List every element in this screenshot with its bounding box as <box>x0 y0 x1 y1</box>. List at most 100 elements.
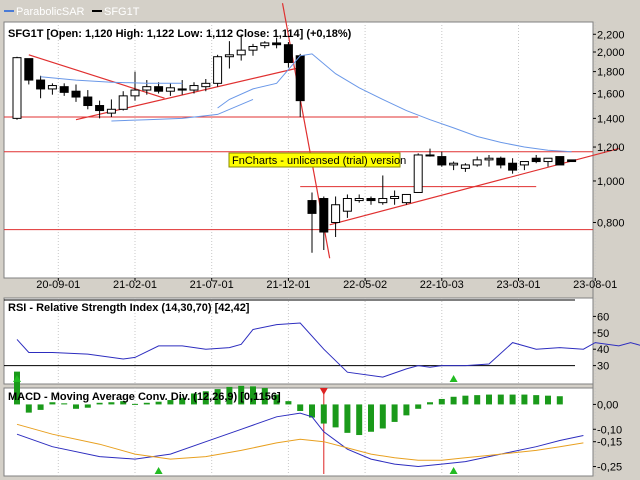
price-y-label-4: 1,600 <box>597 89 625 101</box>
rsi-y-label-1: 40 <box>597 344 609 356</box>
x-tick-label-1: 21-02-01 <box>113 279 157 291</box>
candle-body-1 <box>24 58 34 81</box>
candle-body-15 <box>189 85 199 91</box>
candle-body-43 <box>519 161 529 166</box>
sar-lower-line <box>111 98 254 122</box>
rsi-panel <box>3 297 594 385</box>
macd-marker-2 <box>449 467 458 474</box>
candle-body-33 <box>401 193 411 204</box>
macd-histogram-bar-27 <box>332 404 339 428</box>
macd-histogram-bar-9 <box>120 401 127 405</box>
axes-layer: 20-09-01 21-02-01 21-07-01 21-12-01 22-05-02… <box>36 29 624 473</box>
macd-histogram-bar-1 <box>25 404 32 413</box>
macd-histogram-bar-17 <box>214 389 221 405</box>
macd-histogram-bar-45 <box>545 395 551 405</box>
macd-histogram-bar-34 <box>415 404 422 409</box>
macd-histogram-bar-11 <box>143 402 150 405</box>
macd-histogram-bar-7 <box>96 402 103 405</box>
macd-line-1 <box>16 423 584 461</box>
candle-body-26 <box>319 198 329 233</box>
candle-body-42 <box>508 162 518 171</box>
rsi-line-0 <box>16 322 640 378</box>
macd-histogram-bar-35 <box>427 402 433 405</box>
macd-histogram-bar-28 <box>344 404 351 433</box>
candle-body-40 <box>484 157 494 161</box>
candle-body-24 <box>295 55 305 102</box>
candle-body-25 <box>307 200 317 214</box>
macd-histogram-bar-3 <box>49 402 56 405</box>
macd-histogram-bar-5 <box>73 404 79 409</box>
candle-body-2 <box>36 79 46 90</box>
macd-histogram-bar-31 <box>379 404 386 429</box>
price-y-label-6: 2,000 <box>597 47 625 59</box>
macd-histogram-bar-6 <box>84 404 91 408</box>
candle-body-9 <box>118 95 128 110</box>
candle-body-30 <box>366 198 376 202</box>
candle-body-10 <box>130 89 140 97</box>
macd-histogram-bar-18 <box>226 386 233 405</box>
candle-body-39 <box>472 159 482 166</box>
macd-histogram-bar-38 <box>462 395 469 405</box>
rsi-marker-0 <box>13 375 21 382</box>
rsi-y-label-3: 60 <box>597 311 609 323</box>
candle-body-14 <box>177 88 187 91</box>
macd-histogram-bar-43 <box>521 394 528 405</box>
candle-body-29 <box>354 198 364 202</box>
macd-histogram-bar-44 <box>533 395 540 405</box>
x-tick-label-5: 22-10-03 <box>420 279 464 291</box>
macd-histogram-bar-2 <box>37 404 44 410</box>
macd-histogram-bar-40 <box>486 394 492 405</box>
macd-y-label-1: -0,10 <box>597 424 622 436</box>
candle-body-6 <box>83 96 93 107</box>
x-tick-label-7: 23-08-01 <box>573 279 617 291</box>
candle-body-17 <box>213 56 223 84</box>
x-tick-label-3: 21-12-01 <box>266 279 310 291</box>
watermark-text: FnCharts - unlicensed (trial) version <box>232 155 406 167</box>
candle-body-22 <box>272 42 282 46</box>
candle-body-27 <box>331 204 341 223</box>
legend-label-sar: ParabolicSAR <box>16 6 85 18</box>
macd-histogram-bar-10 <box>132 403 138 405</box>
candle-body-41 <box>496 157 506 166</box>
macd-histogram-bar-37 <box>450 396 457 405</box>
candle-body-47 <box>567 159 577 163</box>
candle-body-32 <box>390 195 400 200</box>
price-y-label-1: 1,000 <box>597 176 625 188</box>
macd-histogram-bar-41 <box>497 394 504 405</box>
macd-y-label-2: -0,15 <box>597 437 622 449</box>
candle-body-31 <box>378 198 388 204</box>
macd-histogram-bar-15 <box>191 393 197 405</box>
macd-y-label-3: -0,25 <box>597 462 622 474</box>
macd-histogram-bar-4 <box>61 403 68 405</box>
price-y-label-5: 1,800 <box>597 67 625 79</box>
macd-histogram-bar-22 <box>273 394 280 405</box>
price-panel-title: SFG1T [Open: 1,120 High: 1,122 Low: 1,11… <box>8 28 352 40</box>
macd-histogram-bar-33 <box>403 404 410 416</box>
candle-body-5 <box>71 90 81 98</box>
macd-histogram-bar-8 <box>108 402 115 405</box>
price-y-label-7: 2,200 <box>597 29 625 41</box>
macd-histogram-bar-0 <box>14 371 20 405</box>
macd-histogram-bar-30 <box>368 404 374 432</box>
macd-histogram-bar-19 <box>238 385 245 405</box>
candle-body-13 <box>165 87 175 92</box>
candle-body-44 <box>531 157 541 163</box>
macd-histogram-bar-32 <box>391 404 398 422</box>
candle-body-45 <box>543 157 553 163</box>
price-y-label-0: 0,800 <box>597 217 625 229</box>
rsi-panel-title: RSI - Relative Strength Index (14,30,70)… <box>8 302 250 314</box>
candle-body-37 <box>449 162 459 166</box>
macd-histogram-bar-20 <box>250 386 256 405</box>
macd-panel <box>3 387 594 477</box>
candles-layer <box>12 34 577 436</box>
macd-histogram-bar-26 <box>320 404 327 424</box>
rsi-y-label-2: 50 <box>597 328 609 340</box>
rsi-marker-1 <box>449 375 458 382</box>
x-tick-label-4: 22-05-02 <box>343 279 387 291</box>
x-tick-label-2: 21-07-01 <box>190 279 234 291</box>
candle-body-18 <box>224 54 234 58</box>
candle-body-4 <box>59 86 69 93</box>
watermark-box <box>228 152 401 168</box>
macd-histogram-bar-36 <box>438 398 445 405</box>
